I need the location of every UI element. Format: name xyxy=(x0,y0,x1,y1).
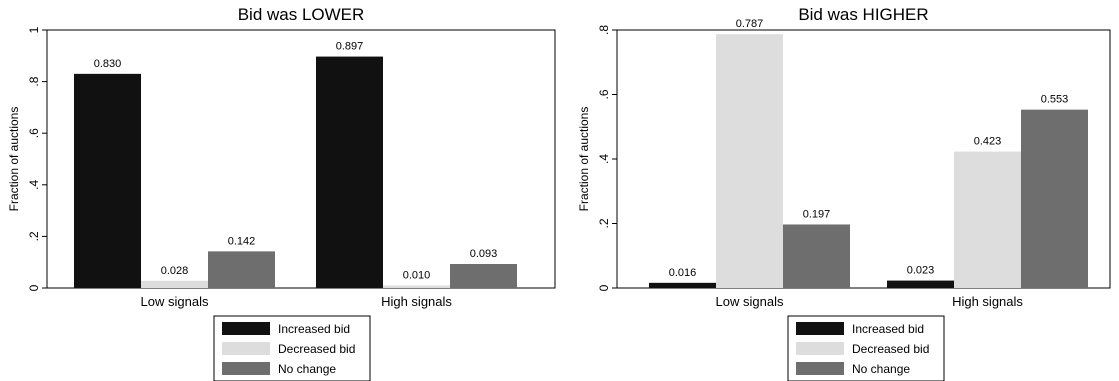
bar xyxy=(383,285,450,288)
bar-value-label: 0.423 xyxy=(974,136,1002,148)
x-category-label: High signals xyxy=(952,294,1023,309)
legend-label: Decreased bid xyxy=(852,342,929,356)
bar-value-label: 0.197 xyxy=(803,208,831,220)
bar xyxy=(316,56,383,288)
bar xyxy=(783,224,850,288)
y-tick-label: .8 xyxy=(597,25,611,35)
bar-value-label: 0.787 xyxy=(736,18,764,30)
y-tick-label: .6 xyxy=(597,89,611,99)
y-tick-label: .4 xyxy=(27,179,41,189)
legend-label: No change xyxy=(278,362,336,376)
bar xyxy=(141,280,208,288)
legend-swatch xyxy=(796,342,844,355)
y-axis-label: Fraction of auctions xyxy=(7,107,21,212)
bar xyxy=(887,280,954,288)
bar xyxy=(208,251,275,288)
x-category-label: Low signals xyxy=(716,294,784,309)
bar xyxy=(954,151,1021,288)
bar-value-label: 0.028 xyxy=(161,265,189,277)
y-tick-label: .8 xyxy=(27,76,41,86)
bar xyxy=(1021,109,1088,288)
y-tick-label: 1 xyxy=(27,26,41,33)
y-tick-label: .2 xyxy=(27,231,41,241)
x-category-label: High signals xyxy=(381,294,452,309)
y-axis-label: Fraction of auctions xyxy=(577,107,591,212)
bar-value-label: 0.553 xyxy=(1041,94,1069,106)
chart-panel-1: Bid was LOWER 0 .2 .4 .6 .8 1 Fraction of aucti… xyxy=(7,5,556,381)
x-category-label: Low signals xyxy=(141,294,209,309)
y-tick-label: .2 xyxy=(597,218,611,228)
bar xyxy=(716,34,783,288)
legend-swatch xyxy=(796,362,844,375)
bar-value-label: 0.023 xyxy=(907,265,935,277)
bar-value-label: 0.830 xyxy=(94,58,122,70)
legend-swatch xyxy=(222,362,270,375)
chart-title: Bid was LOWER xyxy=(238,5,365,24)
chart-title: Bid was HIGHER xyxy=(798,5,928,24)
legend: Increased bid Decreased bid No change xyxy=(213,315,371,381)
y-tick-label: 0 xyxy=(27,284,41,291)
bar xyxy=(74,73,141,288)
legend: Increased bid Decreased bid No change xyxy=(787,315,945,381)
y-tick-label: .4 xyxy=(597,154,611,164)
y-tick-label: .6 xyxy=(27,128,41,138)
bar-value-label: 0.142 xyxy=(228,235,256,247)
bar-value-label: 0.010 xyxy=(403,269,431,281)
chart-panel-2: Bid was HIGHER 0 .2 .4 .6 .8 Fraction of aucti… xyxy=(577,5,1111,381)
legend-swatch xyxy=(222,342,270,355)
bar-value-label: 0.897 xyxy=(336,41,364,53)
legend-label: Increased bid xyxy=(852,322,924,336)
legend-swatch xyxy=(222,322,270,335)
legend-label: Increased bid xyxy=(278,322,350,336)
y-tick-label: 0 xyxy=(597,284,611,291)
bar xyxy=(450,264,517,288)
bar-value-label: 0.016 xyxy=(669,267,697,279)
bar-value-label: 0.093 xyxy=(470,248,498,260)
plot-frame xyxy=(46,29,556,289)
legend-label: Decreased bid xyxy=(278,342,355,356)
legend-label: No change xyxy=(852,362,910,376)
bar xyxy=(649,282,716,288)
legend-swatch xyxy=(796,322,844,335)
